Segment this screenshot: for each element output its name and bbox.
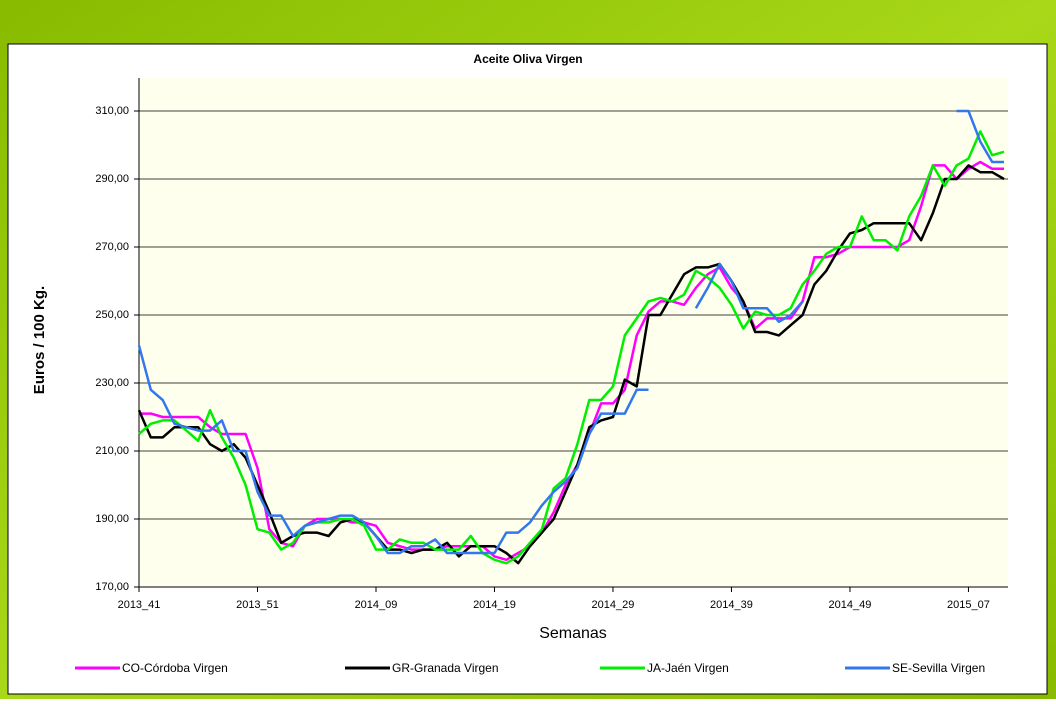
chart-title: Aceite Oliva Virgen	[473, 52, 582, 66]
legend-label: GR-Granada Virgen	[392, 661, 499, 675]
x-tick-label: 2014_29	[592, 599, 635, 611]
y-tick-label: 270,00	[95, 241, 129, 253]
plot-area	[139, 78, 1008, 587]
y-tick-label: 190,00	[95, 513, 129, 525]
y-tick-label: 230,00	[95, 377, 129, 389]
x-tick-label: 2014_39	[710, 599, 753, 611]
series-line	[138, 130, 1005, 565]
y-tick-label: 310,00	[95, 105, 129, 117]
x-tick-label: 2013_51	[236, 599, 279, 611]
x-axis-label: Semanas	[539, 625, 607, 642]
y-tick-label: 250,00	[95, 309, 129, 321]
legend-label: CO-Córdoba Virgen	[122, 661, 228, 675]
x-tick-label: 2014_49	[829, 599, 872, 611]
series-line	[137, 164, 1005, 565]
x-tick-label: 2013_41	[118, 599, 161, 611]
legend-label: SE-Sevilla Virgen	[892, 661, 985, 675]
x-tick-label: 2014_19	[473, 599, 516, 611]
x-tick-label: 2014_09	[355, 599, 398, 611]
y-tick-label: 210,00	[95, 445, 129, 457]
y-axis-label: Euros / 100 Kg.	[31, 286, 48, 394]
legend-label: JA-Jaén Virgen	[647, 661, 729, 675]
y-tick-label: 290,00	[95, 173, 129, 185]
x-tick-label: 2015_07	[947, 599, 990, 611]
y-tick-label: 170,00	[95, 581, 129, 593]
series-line	[137, 109, 1004, 555]
